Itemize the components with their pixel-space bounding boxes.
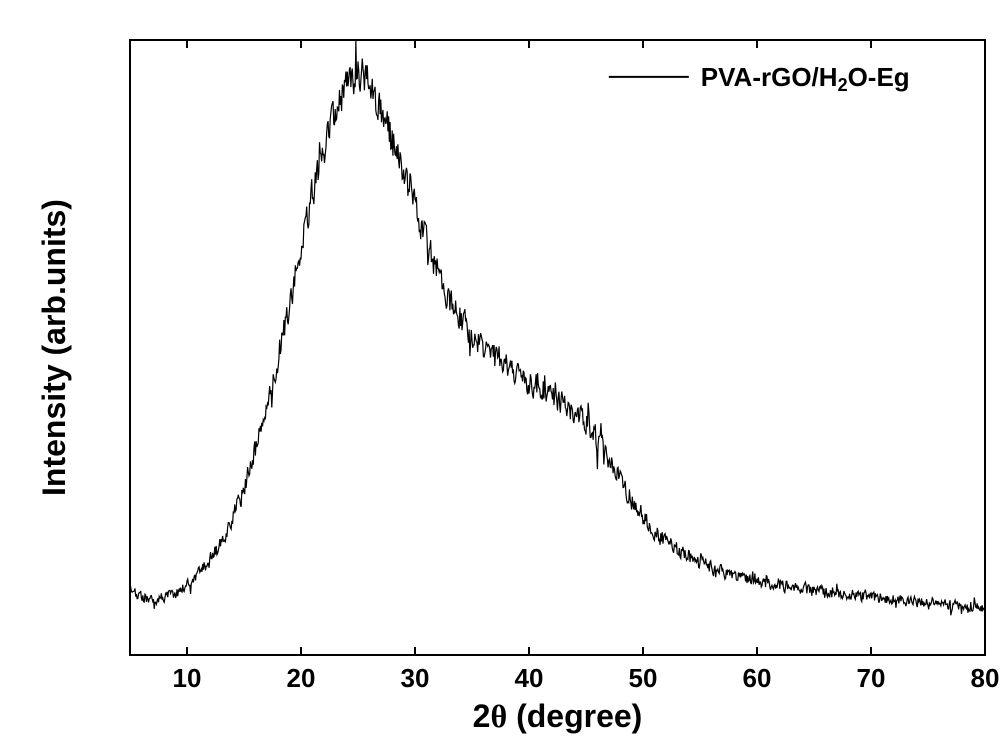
svg-text:30: 30 xyxy=(401,663,430,693)
svg-text:60: 60 xyxy=(743,663,772,693)
svg-text:10: 10 xyxy=(173,663,202,693)
svg-text:20: 20 xyxy=(287,663,316,693)
svg-text:PVA-rGO/H2O-Eg: PVA-rGO/H2O-Eg xyxy=(701,62,910,95)
svg-text:50: 50 xyxy=(629,663,658,693)
svg-text:80: 80 xyxy=(971,663,1000,693)
svg-text:40: 40 xyxy=(515,663,544,693)
svg-text:Intensity (arb.units): Intensity (arb.units) xyxy=(36,199,72,496)
svg-text:2θ (degree): 2θ (degree) xyxy=(473,698,643,734)
xrd-chart: 10 20 30 40 50 60 70 80 2θ (degree) Intensity (ar… xyxy=(0,0,1006,747)
svg-text:70: 70 xyxy=(857,663,886,693)
chart-canvas: 10 20 30 40 50 60 70 80 2θ (degree) Intensity (ar… xyxy=(0,0,1006,747)
